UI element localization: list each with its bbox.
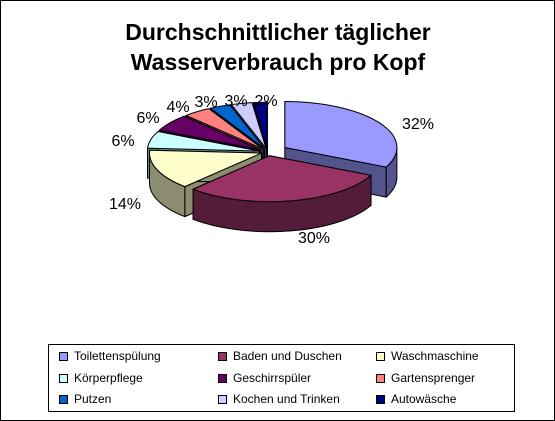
legend-item-geschirrspueler: Geschirrspüler	[218, 371, 311, 385]
data-label-8: 3%	[224, 93, 247, 110]
legend-label: Autowäsche	[391, 392, 457, 406]
legend-swatch	[376, 351, 385, 361]
legend-item-autowaesche: Autowäsche	[376, 392, 456, 406]
legend-item-koerperpflege: Körperpflege	[59, 371, 143, 385]
legend-swatch	[218, 373, 227, 383]
pie-slice-2	[192, 155, 372, 203]
legend-swatch	[59, 394, 68, 404]
data-label-4: 6%	[111, 133, 134, 150]
legend-swatch	[218, 351, 227, 361]
chart-title-line-2: Wasserverbrauch pro Kopf	[131, 49, 426, 75]
data-label-5: 6%	[136, 110, 159, 127]
pie-slice-9	[252, 101, 268, 149]
data-label-1: 32%	[402, 116, 434, 133]
pie-tops	[147, 100, 398, 203]
legend-label: Waschmaschine	[391, 349, 479, 363]
legend-swatch	[376, 394, 385, 404]
legend-label: Putzen	[74, 392, 112, 406]
pie-labels: 32% 30% 14% 6%6% 4% 3% 3% 2%	[109, 93, 434, 247]
legend-item-toilettenspuelung: Toilettenspülung	[59, 349, 161, 363]
legend-label: Körperpflege	[74, 371, 143, 385]
chart-title-line-1: Durchschnittlicher täglicher	[125, 19, 431, 45]
pie-slice-5	[158, 115, 262, 151]
legend-item-baden-und-duschen: Baden und Duschen	[218, 349, 342, 363]
data-label-3: 14%	[109, 196, 141, 213]
legend-swatch	[218, 394, 227, 404]
legend-item-gartensprenger: Gartensprenger	[376, 371, 475, 385]
data-label-9: 2%	[254, 93, 277, 110]
pie-slice-6	[185, 108, 264, 150]
legend: Toilettenspülung Baden und Duschen Wasch…	[48, 344, 515, 412]
pie-slice-8	[230, 102, 267, 149]
legend-label: Gartensprenger	[391, 371, 476, 385]
data-label-7: 3%	[194, 94, 217, 111]
pie-slice-7	[209, 104, 265, 150]
legend-item-putzen: Putzen	[59, 392, 111, 406]
pie-slice-1	[284, 100, 398, 168]
data-label-6: 4%	[166, 99, 189, 116]
pie-slice-4	[147, 130, 260, 152]
legend-swatch	[376, 373, 385, 383]
pie-slice-3	[148, 149, 262, 188]
data-label-2: 30%	[298, 230, 330, 247]
legend-swatch	[59, 351, 68, 361]
legend-label: Baden und Duschen	[233, 349, 342, 363]
legend-swatch	[59, 373, 68, 383]
legend-label: Kochen und Trinken	[233, 392, 340, 406]
legend-item-kochen-und-trinken: Kochen und Trinken	[218, 392, 340, 406]
legend-item-waschmaschine: Waschmaschine	[376, 349, 479, 363]
legend-label: Toilettenspülung	[74, 349, 161, 363]
legend-label: Geschirrspüler	[233, 371, 312, 385]
